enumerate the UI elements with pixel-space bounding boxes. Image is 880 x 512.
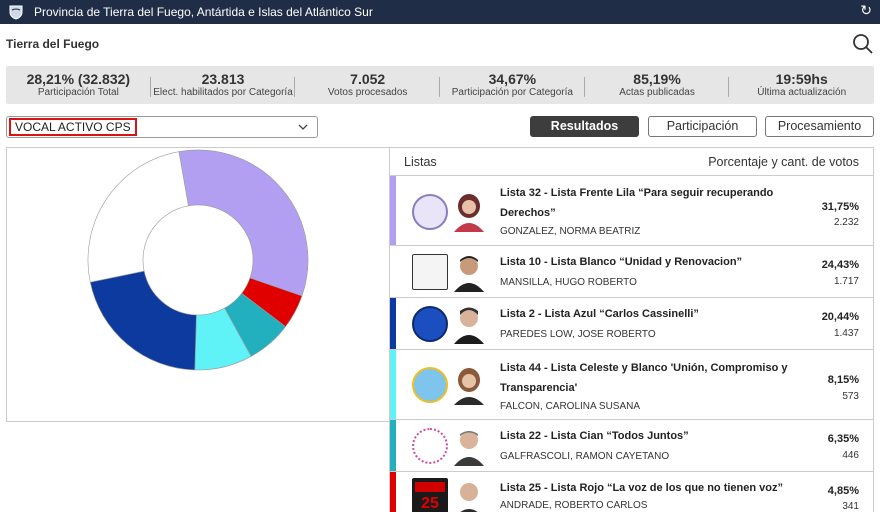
candidate-name: ANDRADE, ROBERTO CARLOS <box>500 500 648 511</box>
list-color-stripe <box>390 176 396 245</box>
list-percentage: 31,75% <box>821 201 859 213</box>
participation-button[interactable]: Participación <box>648 116 757 137</box>
list-item[interactable]: Lista 32 - Lista Frente Lila “Para segui… <box>390 176 873 246</box>
candidate-name: GALFRASCOLI, RAMON CAYETANO <box>500 451 670 462</box>
donut-slice-lista-10[interactable] <box>87 151 189 283</box>
lists-column-header: Listas <box>404 154 437 169</box>
province-title: Provincia de Tierra del Fuego, Antártida… <box>34 5 373 19</box>
list-logo-icon <box>412 194 448 230</box>
candidate-name: PAREDES LOW, JOSE ROBERTO <box>500 329 656 340</box>
list-name: Lista 22 - Lista Cian “Todos Juntos” <box>500 430 689 442</box>
list-color-stripe <box>390 350 396 419</box>
list-votes: 446 <box>842 450 859 461</box>
list-percentage: 24,43% <box>821 259 859 271</box>
list-name: Lista 10 - Lista Blanco “Unidad y Renova… <box>500 256 743 268</box>
candidate-photo <box>450 192 488 232</box>
list-item[interactable]: Lista 44 - Lista Celeste y Blanco 'Unión… <box>390 350 873 420</box>
list-name: Lista 32 - Lista Frente Lila “Para segui… <box>500 187 774 219</box>
percentage-column-header: Porcentaje y cant. de votos <box>708 154 859 169</box>
list-logo-icon <box>412 428 448 464</box>
candidate-photo <box>450 252 488 292</box>
list-percentage: 20,44% <box>821 311 859 323</box>
search-icon[interactable] <box>852 33 874 55</box>
list-votes: 1.717 <box>833 276 859 287</box>
list-item[interactable]: Lista 22 - Lista Cian “Todos Juntos” GAL… <box>390 420 873 472</box>
list-percentage: 4,85% <box>827 485 859 497</box>
chevron-down-icon <box>298 124 308 130</box>
page-title: Tierra del Fuego <box>6 37 100 51</box>
province-shield-icon <box>9 5 23 20</box>
list-item[interactable]: 25 Lista 25 - Lista Rojo “La voz de los … <box>390 472 873 512</box>
donut-slice-lista-2[interactable] <box>89 270 197 371</box>
controls-row: VOCAL ACTIVO CPS Resultados Participació… <box>0 116 880 138</box>
list-logo-icon: 25 <box>412 478 448 512</box>
list-item[interactable]: Lista 2 - Lista Azul “Carlos Cassinelli”… <box>390 298 873 350</box>
list-logo-icon <box>412 254 448 290</box>
header: Tierra del Fuego <box>0 24 880 64</box>
stat-category-participation: 34,67% Participación por Categoría <box>440 71 585 99</box>
list-logo-icon <box>412 367 448 403</box>
candidate-photo <box>450 426 488 466</box>
chart-panel <box>6 147 389 422</box>
list-item[interactable]: Lista 10 - Lista Blanco “Unidad y Renova… <box>390 246 873 298</box>
list-name: Lista 25 - Lista Rojo “La voz de los que… <box>500 482 783 494</box>
list-percentage: 8,15% <box>827 374 859 386</box>
processing-button[interactable]: Procesamiento <box>765 116 874 137</box>
list-color-stripe <box>390 298 396 349</box>
list-name: Lista 44 - Lista Celeste y Blanco 'Unión… <box>500 362 788 394</box>
donut-slice-lista-32[interactable] <box>178 149 309 297</box>
results-button[interactable]: Resultados <box>530 116 639 137</box>
list-name: Lista 2 - Lista Azul “Carlos Cassinelli” <box>500 308 699 320</box>
list-votes: 341 <box>842 501 859 512</box>
list-votes: 573 <box>842 391 859 402</box>
candidate-photo <box>450 304 488 344</box>
results-list-header: Listas Porcentaje y cant. de votos <box>390 148 873 176</box>
svg-text:25: 25 <box>421 495 439 512</box>
list-color-stripe <box>390 246 396 297</box>
candidate-name: GONZALEZ, NORMA BEATRIZ <box>500 226 641 237</box>
stat-processed-votes: 7.052 Votos procesados <box>295 71 440 99</box>
stat-enabled-voters: 23.813 Elect. habilitados por Categoría <box>151 71 296 99</box>
candidate-photo <box>450 478 488 512</box>
category-select[interactable]: VOCAL ACTIVO CPS <box>6 116 318 138</box>
list-votes: 1.437 <box>833 328 859 339</box>
list-logo-icon <box>412 306 448 342</box>
candidate-photo <box>450 365 488 405</box>
stat-last-update: 19:59hs Última actualización <box>757 71 847 98</box>
stats-bar: 28,21% (32.832) Participación Total 23.8… <box>6 66 874 104</box>
stat-published-records: 85,19% Actas publicadas <box>585 71 730 99</box>
stat-total-participation: 28,21% (32.832) Participación Total <box>6 71 151 99</box>
list-votes: 2.232 <box>833 217 859 228</box>
candidate-name: FALCON, CAROLINA SUSANA <box>500 401 641 412</box>
candidate-name: MANSILLA, HUGO ROBERTO <box>500 277 637 288</box>
results-donut-chart <box>87 149 309 371</box>
category-select-value: VOCAL ACTIVO CPS <box>9 118 137 136</box>
top-bar: Provincia de Tierra del Fuego, Antártida… <box>0 0 880 24</box>
results-list: Listas Porcentaje y cant. de votos Lista… <box>389 147 874 512</box>
refresh-icon[interactable]: ↻ <box>860 2 872 18</box>
list-percentage: 6,35% <box>827 433 859 445</box>
list-color-stripe <box>390 420 396 471</box>
list-color-stripe <box>390 472 396 512</box>
